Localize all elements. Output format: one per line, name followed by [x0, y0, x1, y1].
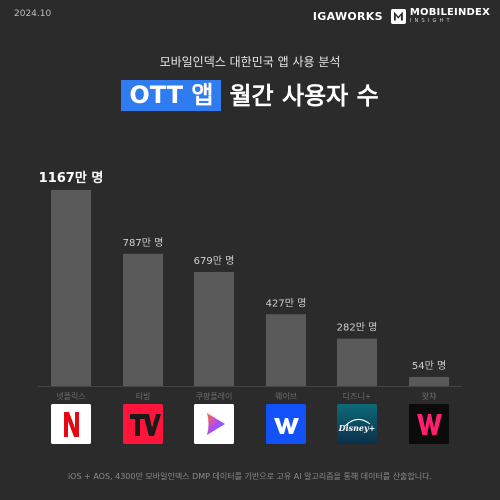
value-label-disneyplus: 282만 명 [337, 322, 378, 334]
mobileindex-logo: MOBILEINDEX INSIGHT [390, 7, 490, 24]
value-label-tving: 787만 명 [123, 237, 164, 249]
value-label-netflix: 1167만 명 [39, 170, 104, 186]
disneyplus-logo-icon: Disney+ [337, 404, 377, 444]
chart-subtitle: 모바일인덱스 대한민국 앱 사용 분석 [159, 55, 341, 69]
tving-logo-icon [123, 404, 163, 444]
chart-title-rest: 월간 사용자 수 [229, 81, 379, 110]
mobileindex-icon [390, 8, 406, 24]
wavve-logo-icon [266, 404, 306, 444]
bar-coupangplay [194, 271, 234, 386]
watcha-logo-icon [409, 404, 449, 444]
bar-netflix [51, 190, 91, 386]
bar-watcha [409, 376, 449, 386]
category-label-disneyplus: 디즈니+ [343, 391, 372, 401]
chart-title: OTT 앱 월간 사용자 수 [0, 80, 500, 112]
category-label-wavve: 웨이브 [275, 391, 297, 401]
report-date: 2024.10 [14, 9, 52, 19]
value-label-watcha: 54만 명 [412, 360, 446, 372]
footnote: iOS + AOS, 4300만 모바일인덱스 DMP 데이터를 기반으로 고유… [67, 472, 433, 481]
bar-wavve [266, 314, 306, 386]
category-label-watcha: 왓챠 [422, 391, 437, 401]
category-label-tving: 티빙 [136, 392, 151, 401]
bar-tving [123, 253, 163, 386]
category-label-coupangplay: 쿠팡플레이 [196, 391, 233, 401]
category-label-netflix: 넷플릭스 [56, 391, 85, 401]
chart-title-highlight: OTT 앱 [121, 80, 222, 112]
bar-disneyplus [337, 338, 377, 386]
coupangplay-logo-icon [194, 404, 234, 444]
mobileindex-insight-label: INSIGHT [409, 18, 453, 24]
value-label-wavve: 427만 명 [266, 297, 307, 309]
svg-text:Disney+: Disney+ [338, 423, 376, 433]
netflix-logo-icon [51, 404, 91, 444]
igaworks-logo: IGAWORKS [312, 9, 383, 23]
value-label-coupangplay: 679만 명 [194, 255, 235, 267]
mobileindex-wordmark: MOBILEINDEX [409, 7, 490, 18]
brand-logos: IGAWORKS MOBILEINDEX INSIGHT [313, 8, 490, 24]
app-icon-row: Disney+ [0, 404, 500, 444]
